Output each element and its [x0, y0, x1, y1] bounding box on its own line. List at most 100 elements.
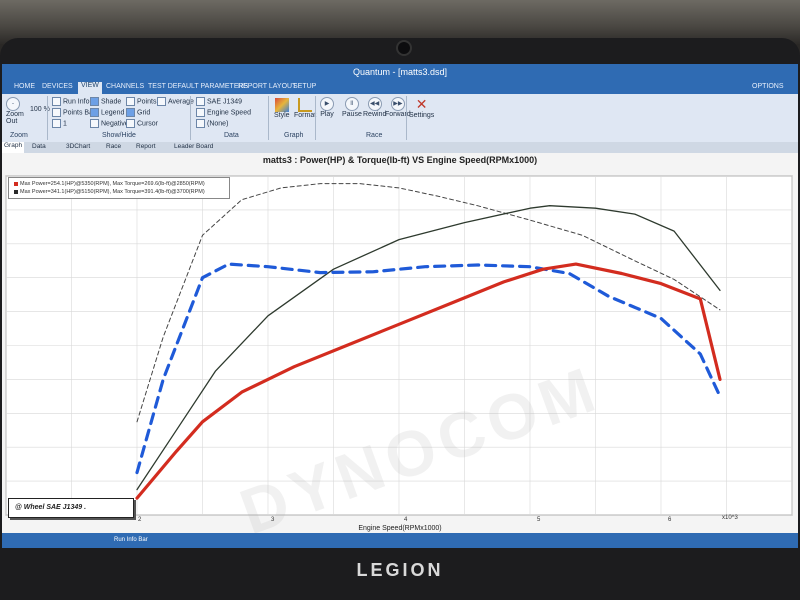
average-toggle[interactable]: Average: [157, 97, 194, 106]
dyno-chart[interactable]: matts3 : Power(HP) & Torque(lb-ft) VS En…: [2, 153, 798, 548]
doc-tab-graph[interactable]: Graph: [2, 142, 25, 153]
shade-toggle[interactable]: Shade: [90, 97, 121, 106]
race-group-label: Race: [366, 132, 383, 139]
forward-icon: ▶▶: [390, 97, 405, 111]
legend-label: Legend: [101, 109, 125, 117]
points-bar-label: Points Bar: [63, 109, 96, 117]
average-label: Average: [168, 98, 194, 106]
divider: [315, 96, 316, 140]
grid-toggle[interactable]: Grid: [126, 108, 150, 117]
doc-tab-leader-board[interactable]: Leader Board: [174, 143, 214, 150]
rewind-icon: ◀◀: [367, 97, 382, 111]
channel-icon: [196, 119, 205, 128]
negative-icon: [90, 119, 99, 128]
correction-annotation: @ Wheel SAE J1349 .: [8, 498, 134, 518]
laptop-screen: Quantum - [matts3.dsd] HOME DEVICES VIEW…: [2, 64, 798, 548]
divider: [190, 96, 191, 140]
pause-icon: II: [344, 97, 359, 111]
shade-icon: [90, 97, 99, 106]
negative-toggle[interactable]: Negative: [90, 119, 129, 128]
divider: [406, 96, 407, 140]
data-group-label: Data: [224, 132, 239, 139]
settings-button[interactable]: ✕ Settings: [409, 96, 435, 120]
format-label: Format: [294, 112, 317, 119]
x-tick-label: 2: [138, 517, 142, 523]
status-bar: Run Info Bar: [2, 533, 798, 548]
legend-swatch: [14, 189, 18, 194]
divider: [47, 96, 48, 140]
chart-title: matts3 : Power(HP) & Torque(lb-ft) VS En…: [262, 155, 538, 165]
zoom-out-icon: -: [6, 97, 20, 111]
webcam: [398, 42, 410, 54]
x-axis-label: Engine Speed(RPMx1000): [358, 525, 442, 532]
x-axis-multiplier: x10^3: [722, 515, 738, 521]
doc-tab-3dchart[interactable]: 3DChart: [66, 143, 91, 150]
zoom-percent[interactable]: 100 %: [30, 106, 50, 113]
grid-label: Grid: [137, 109, 151, 117]
series-line-power: [136, 205, 721, 491]
pause-label: Pause: [342, 111, 362, 118]
forward-button[interactable]: ▶▶ Forward: [385, 97, 411, 118]
standard-icon: [196, 97, 205, 106]
legend-entry: Max Power=254.1(HP)@5350(RPM), Max Torqu…: [14, 181, 205, 187]
doc-tab-race[interactable]: Race: [106, 143, 122, 150]
x-tick-label: 5: [537, 517, 541, 523]
standard-select[interactable]: SAE J1349: [196, 97, 242, 106]
tab-report-layout[interactable]: REPORT LAYOUT: [238, 83, 297, 90]
legend-icon: [90, 108, 99, 117]
x-axis-select[interactable]: Engine Speed: [196, 108, 251, 117]
spinner-icon: [52, 119, 61, 128]
tab-devices[interactable]: DEVICES: [42, 83, 73, 90]
points-bar-toggle[interactable]: Points Bar: [52, 108, 95, 117]
tab-test-default-parameters[interactable]: TEST DEFAULT PARAMETERS: [148, 83, 249, 90]
zoom-out-button[interactable]: - Zoom Out: [6, 97, 30, 125]
tab-setup[interactable]: SETUP: [293, 83, 317, 90]
x-axis-value: Engine Speed: [207, 109, 251, 117]
tab-view[interactable]: VIEW: [78, 82, 102, 94]
pause-button[interactable]: II Pause: [342, 97, 362, 118]
legend-toggle[interactable]: Legend: [90, 108, 124, 117]
cursor-toggle[interactable]: Cursor: [126, 119, 158, 128]
points-label: Points: [137, 98, 157, 106]
settings-label: Settings: [409, 112, 435, 119]
forward-label: Forward: [385, 111, 411, 118]
document-tab-bar: Graph Data 3DChart Race Report Leader Bo…: [2, 142, 798, 153]
tab-home[interactable]: HOME: [14, 83, 35, 90]
style-button[interactable]: Style: [274, 98, 290, 119]
points-toggle[interactable]: Points: [126, 97, 156, 106]
negative-label: Negative: [101, 120, 129, 128]
tab-channels[interactable]: CHANNELS: [106, 83, 145, 90]
ribbon: - Zoom Out 100 % Zoom Run Info Points Ba…: [2, 94, 798, 143]
style-label: Style: [274, 112, 290, 119]
format-button[interactable]: Format: [294, 98, 316, 119]
run-info-label: Run Info: [63, 98, 90, 106]
series-line-torque: [135, 262, 722, 475]
window-title: Quantum - [matts3.dsd]: [352, 67, 448, 77]
settings-tools-icon: ✕: [415, 96, 428, 112]
series-line-power: [135, 262, 722, 500]
doc-tab-report[interactable]: Report: [136, 143, 156, 150]
play-button[interactable]: ▶ Play: [320, 97, 334, 118]
series-line-torque: [136, 183, 721, 423]
cursor-icon: [126, 119, 135, 128]
channel-select[interactable]: (None): [196, 119, 228, 128]
show-hide-group-label: Show/Hide: [102, 132, 136, 139]
format-icon: [298, 98, 313, 112]
checkbox-icon: [52, 108, 61, 117]
background-room: [0, 0, 800, 44]
spinner-input[interactable]: 1: [52, 119, 67, 128]
legend-text: Max Power=254.1(HP)@5350(RPM), Max Torqu…: [20, 181, 205, 187]
standard-value: SAE J1349: [207, 98, 243, 106]
run-info-toggle[interactable]: Run Info: [52, 97, 89, 106]
points-icon: [126, 97, 135, 106]
doc-tab-data[interactable]: Data: [32, 143, 46, 150]
graph-group-label: Graph: [284, 132, 304, 139]
plot-area[interactable]: [2, 170, 798, 530]
grid-icon: [126, 108, 135, 117]
options-menu[interactable]: OPTIONS: [752, 83, 784, 90]
x-tick-label: 3: [271, 517, 275, 523]
rewind-button[interactable]: ◀◀ Rewind: [363, 97, 386, 118]
style-icon: [274, 98, 289, 112]
annotation-text: @ Wheel SAE J1349 .: [15, 504, 87, 511]
average-icon: [157, 97, 166, 106]
